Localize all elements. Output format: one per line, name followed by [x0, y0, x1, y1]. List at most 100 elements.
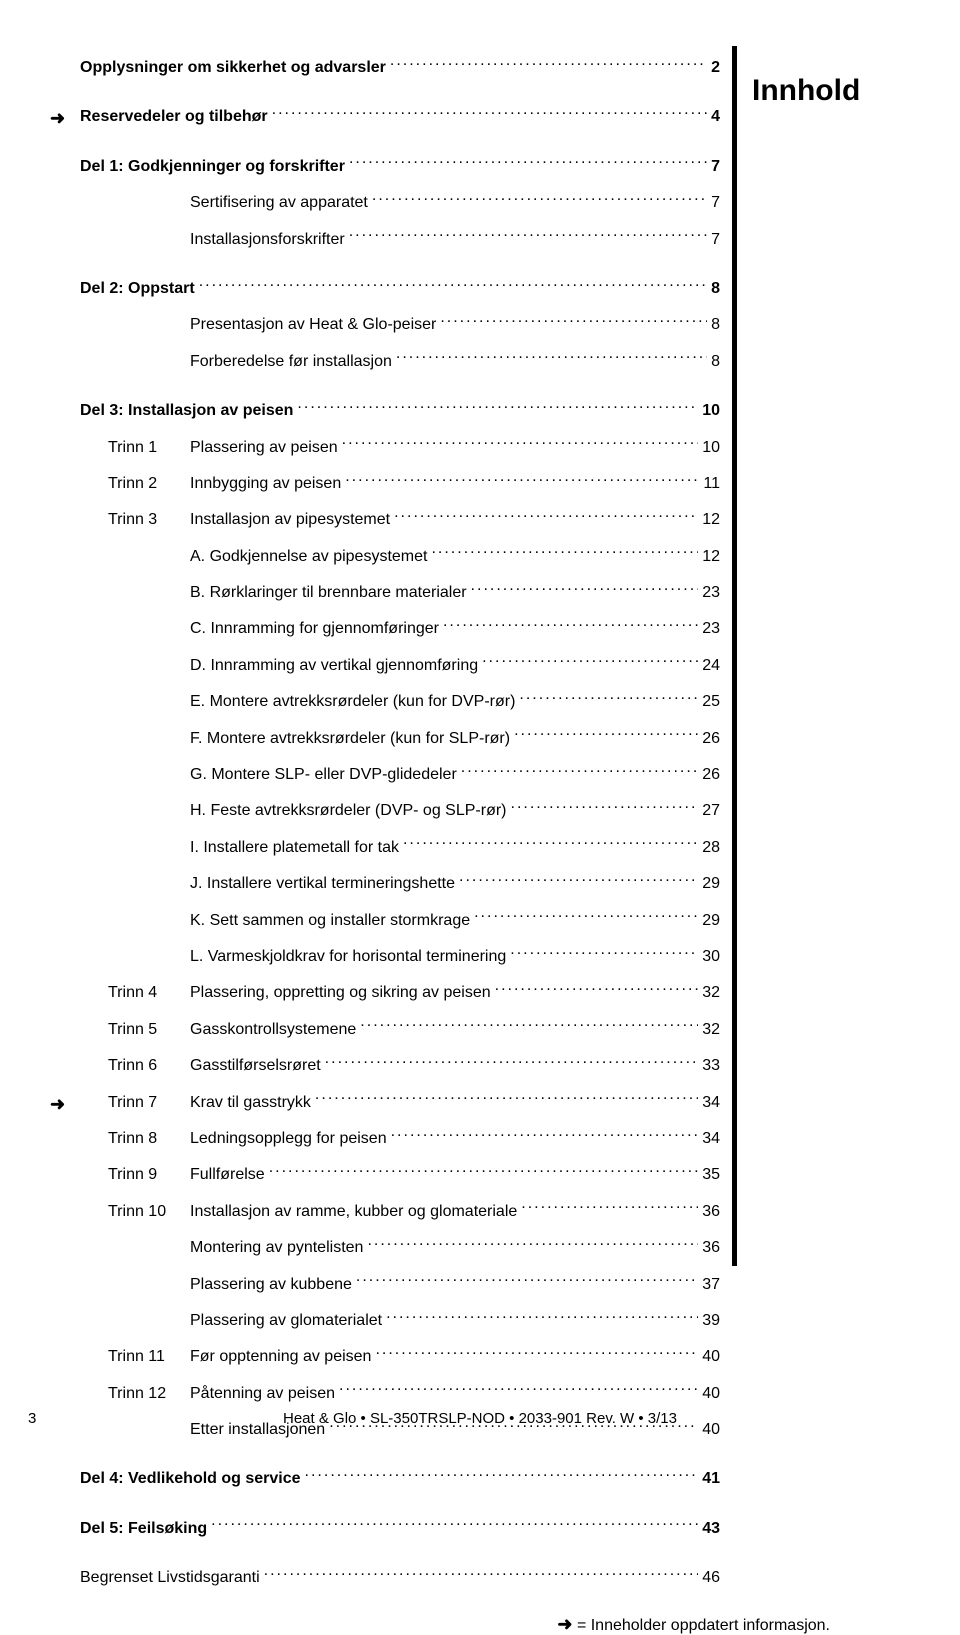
toc-page-number: 7 [711, 229, 720, 251]
toc-entry: Del 5: Feilsøking43 [80, 1517, 720, 1540]
toc-leader-dots [349, 228, 707, 244]
toc-gap [80, 1553, 720, 1566]
arrow-icon: ➜ [557, 1614, 572, 1634]
toc-label: Del 3: Installasjon av peisen [80, 400, 293, 422]
toc-entry: Begrenset Livstidsgaranti 46 [80, 1566, 720, 1589]
toc-page-number: 34 [702, 1128, 720, 1150]
toc-entry: Trinn 3Installasjon av pipesystemet12 [80, 508, 720, 531]
toc-prefix: Trinn 2 [108, 473, 190, 495]
toc-leader-dots [264, 1566, 699, 1582]
toc-leader-dots [325, 1054, 699, 1070]
toc-leader-dots [386, 1309, 698, 1325]
toc-entry: G. Montere SLP- eller DVP-glidedeler 26 [80, 763, 720, 786]
toc-prefix: Trinn 4 [108, 982, 190, 1004]
toc-page-number: 24 [702, 655, 720, 677]
toc-leader-dots [367, 1236, 698, 1252]
toc-entry: F. Montere avtrekksrørdeler (kun for SLP… [80, 727, 720, 750]
toc-page-number: 10 [702, 400, 720, 422]
toc-page-number: 8 [711, 314, 720, 336]
toc-entry: A. Godkjennelse av pipesystemet12 [80, 545, 720, 568]
toc-label: Krav til gasstrykk [190, 1092, 311, 1114]
toc-leader-dots [199, 277, 707, 293]
toc-leader-dots [511, 799, 699, 815]
toc-leader-dots [431, 545, 698, 561]
toc-entry: I. Installere platemetall for tak28 [80, 836, 720, 859]
toc-page-number: 12 [702, 509, 720, 531]
toc-label: Gasstilførselsrøret [190, 1055, 321, 1077]
arrow-icon: ➜ [50, 106, 65, 131]
toc-label: I. Installere platemetall for tak [190, 837, 399, 859]
toc-label: L. Varmeskjoldkrav for horisontal termin… [190, 946, 506, 968]
toc-page-number: 36 [702, 1201, 720, 1223]
toc-page-number: 32 [702, 1019, 720, 1041]
toc-label: B. Rørklaringer til brennbare materialer [190, 582, 467, 604]
toc-page-number: 39 [702, 1310, 720, 1332]
toc-entry: H. Feste avtrekksrørdeler (DVP- og SLP-r… [80, 799, 720, 822]
toc-label: Begrenset Livstidsgaranti [80, 1567, 260, 1589]
toc-label: H. Feste avtrekksrørdeler (DVP- og SLP-r… [190, 800, 507, 822]
toc-leader-dots [394, 508, 698, 524]
page-container: Innhold Opplysninger om sikkerhet og adv… [0, 0, 960, 1463]
toc-label: Ledningsopplegg for peisen [190, 1128, 387, 1150]
toc-label: J. Installere vertikal termineringshette [190, 873, 455, 895]
toc-page-number: 29 [702, 873, 720, 895]
toc-entry: Trinn 2Innbygging av peisen 11 [80, 472, 720, 495]
toc-prefix: Trinn 7 [108, 1092, 190, 1114]
toc-label: K. Sett sammen og installer stormkrage [190, 910, 470, 932]
toc-entry: Del 1: Godkjenninger og forskrifter7 [80, 155, 720, 178]
toc-entry: Trinn 9Fullførelse 35 [80, 1163, 720, 1186]
toc-page-number: 36 [702, 1237, 720, 1259]
toc-leader-dots [375, 1345, 698, 1361]
toc-page-number: 37 [702, 1274, 720, 1296]
toc-entry: Installasjonsforskrifter7 [80, 228, 720, 251]
toc-entry: J. Installere vertikal termineringshette… [80, 872, 720, 895]
toc-label: F. Montere avtrekksrørdeler (kun for SLP… [190, 728, 510, 750]
toc-label: Del 4: Vedlikehold og service [80, 1468, 301, 1490]
toc-page-number: 35 [702, 1164, 720, 1186]
toc-leader-dots [403, 836, 698, 852]
toc-page-number: 30 [702, 946, 720, 968]
toc-label: Innbygging av peisen [190, 473, 341, 495]
toc-page-number: 46 [702, 1567, 720, 1589]
toc-page-number: 25 [702, 691, 720, 713]
toc-label: Reservedeler og tilbehør [80, 106, 268, 128]
toc-page-number: 4 [711, 106, 720, 128]
toc-entry: Plassering av kubbene37 [80, 1273, 720, 1296]
toc-prefix: Trinn 10 [108, 1201, 190, 1223]
arrow-icon: ➜ [50, 1092, 65, 1117]
footnote-text: = Inneholder oppdatert informasjon. [577, 1617, 830, 1634]
toc-entry: Montering av pyntelisten36 [80, 1236, 720, 1259]
toc-leader-dots [519, 690, 698, 706]
toc-label: Påtenning av peisen [190, 1383, 335, 1405]
toc-entry: Trinn 12Påtenning av peisen40 [80, 1382, 720, 1405]
toc-label: Fullførelse [190, 1164, 265, 1186]
toc-leader-dots [461, 763, 698, 779]
toc-prefix: Trinn 9 [108, 1164, 190, 1186]
toc-page-number: 8 [711, 278, 720, 300]
toc-gap [80, 264, 720, 277]
toc-label: Sertifisering av apparatet [190, 192, 368, 214]
toc-prefix: Trinn 5 [108, 1019, 190, 1041]
toc-leader-dots [372, 191, 707, 207]
toc-label: E. Montere avtrekksrørdeler (kun for DVP… [190, 691, 515, 713]
toc-entry: B. Rørklaringer til brennbare materialer… [80, 581, 720, 604]
toc-entry: Trinn 10Installasjon av ramme, kubber og… [80, 1200, 720, 1223]
toc-leader-dots [315, 1091, 698, 1107]
toc-page-number: 34 [702, 1092, 720, 1114]
toc-entry: ➜Trinn 7Krav til gasstrykk34 [80, 1091, 720, 1114]
toc-label: G. Montere SLP- eller DVP-glidedeler [190, 764, 457, 786]
toc-label: Plassering, oppretting og sikring av pei… [190, 982, 491, 1004]
toc-leader-dots [474, 909, 698, 925]
toc-page-number: 26 [702, 764, 720, 786]
footnote: ➜ = Inneholder oppdatert informasjon. [80, 1614, 910, 1635]
toc-leader-dots [345, 472, 699, 488]
toc-leader-dots [390, 56, 707, 72]
toc-gap [80, 142, 720, 155]
toc-entry: Sertifisering av apparatet7 [80, 191, 720, 214]
toc-entry: Forberedelse før installasjon8 [80, 350, 720, 373]
toc-label: Presentasjon av Heat & Glo-peiser [190, 314, 436, 336]
toc-gap [80, 92, 720, 105]
toc-entry: Trinn 1Plassering av peisen10 [80, 436, 720, 459]
toc-page-number: 11 [703, 473, 720, 495]
toc-entry: Opplysninger om sikkerhet og advarsler2 [80, 56, 720, 79]
